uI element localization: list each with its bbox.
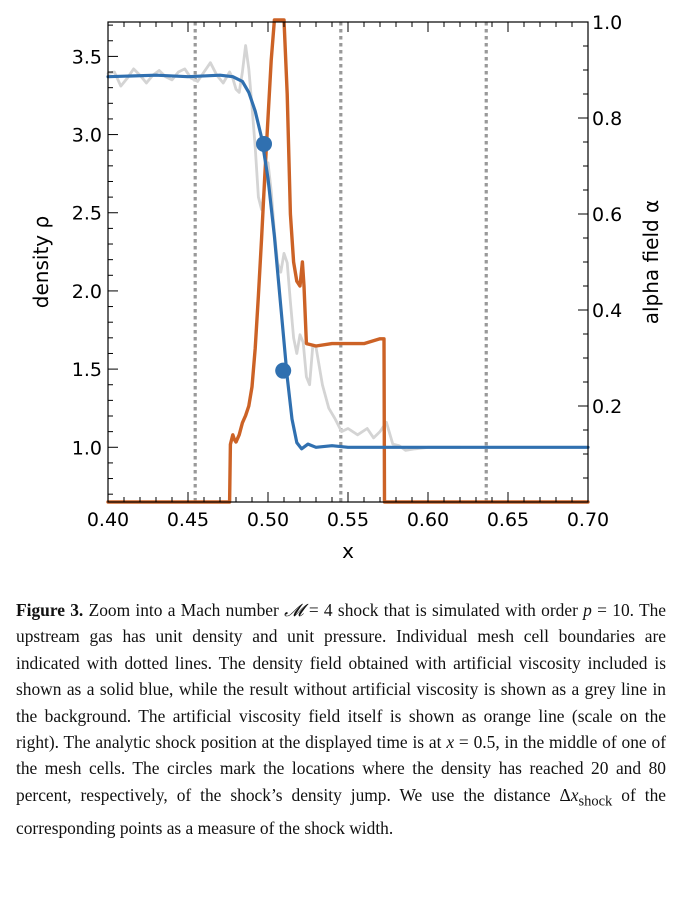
caption-x-symbol: x <box>446 732 455 753</box>
x-tick-label: 0.55 <box>327 509 369 531</box>
x-tick-label: 0.60 <box>407 509 449 531</box>
y-right-tick-label: 0.6 <box>592 204 622 226</box>
x-axis-title: x <box>342 539 354 563</box>
caption-delta-subscript: shock <box>578 793 613 810</box>
caption-label: Figure 3. <box>16 600 84 620</box>
y-right-tick-label: 0.4 <box>592 300 622 322</box>
density-av-line <box>106 73 590 451</box>
y-left-tick-label: 3.5 <box>72 46 102 68</box>
x-tick-label: 0.65 <box>487 509 529 531</box>
caption-delta-x: x <box>570 784 579 805</box>
caption-delta-symbol: Δ <box>559 784 571 805</box>
caption-p-symbol: p <box>583 600 592 620</box>
y-left-tick-label: 1.0 <box>72 437 102 459</box>
alpha-line <box>106 18 590 504</box>
y-right-axis-title: alpha field α <box>639 200 663 325</box>
y-left-tick-label: 1.5 <box>72 359 102 381</box>
x-tick-label: 0.70 <box>567 509 609 531</box>
figure: 0.40 0.45 0.50 0.55 0.60 0.65 0.70 1.0 1.5 2.0 2.5… <box>29 12 663 563</box>
y-right-tick-label: 0.2 <box>592 396 622 418</box>
x-tick-label: 0.45 <box>167 509 209 531</box>
y-left-tick-label: 3.0 <box>72 125 102 147</box>
caption-text-3: = 10. The upstream gas has unit density … <box>16 600 667 753</box>
chart: 0.40 0.45 0.50 0.55 0.60 0.65 0.70 1.0 1.5 2.0 2.5… <box>29 12 663 563</box>
density-noav-line <box>106 44 462 452</box>
marker-point-0 <box>256 135 272 152</box>
marker-point-1 <box>275 362 292 379</box>
caption-text-2: = 4 shock that is simulated with order <box>303 600 584 620</box>
x-tick-label: 0.40 <box>87 509 129 531</box>
caption-text-5: of the corresponding points as a measure… <box>16 784 666 838</box>
caption-mach-symbol: 𝓜 <box>284 600 304 620</box>
caption-text-4: = 0.5, in the middle of one of the mesh … <box>16 732 666 805</box>
x-tick-label: 0.50 <box>247 509 289 531</box>
y-left-tick-label: 2.0 <box>72 281 102 303</box>
y-left-tick-label: 2.5 <box>72 203 102 225</box>
figure-caption: Figure 3. Zoom into a Mach number 𝓜 = 4 … <box>16 597 666 841</box>
y-right-tick-label: 1.0 <box>592 12 622 34</box>
caption-text-1: Zoom into a Mach number <box>83 600 285 620</box>
y-left-axis-title: density ρ <box>29 216 53 308</box>
y-right-tick-label: 0.8 <box>592 108 622 130</box>
